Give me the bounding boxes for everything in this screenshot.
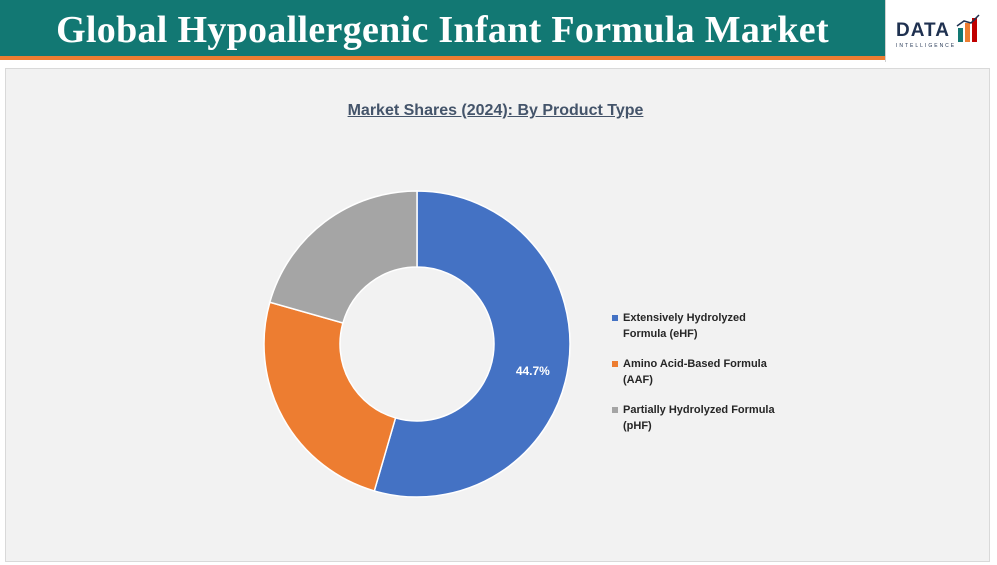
legend-swatch-2 — [612, 407, 618, 413]
donut-slice-1 — [263, 301, 397, 492]
chart-legend: Extensively Hydrolyzed Formula (eHF) Amin… — [612, 310, 792, 448]
legend-item-1: Amino Acid-Based Formula (AAF) — [612, 356, 792, 388]
logo-subtitle: INTELLIGENCE — [896, 43, 957, 49]
legend-item-0: Extensively Hydrolyzed Formula (eHF) — [612, 310, 792, 342]
chart-title: Market Shares (2024): By Product Type — [347, 102, 644, 119]
legend-label-2: Partially Hydrolyzed Formula (pHF) — [623, 404, 775, 432]
page-title: Global Hypoallergenic Infant Formula Mar… — [56, 9, 829, 51]
donut-slice-0 — [373, 190, 571, 498]
legend-swatch-0 — [612, 315, 618, 321]
legend-item-2: Partially Hydrolyzed Formula (pHF) — [612, 402, 792, 434]
logo-wordmark: DATA — [896, 20, 950, 41]
data-label-0: 44.7% — [516, 364, 550, 378]
logo-bars-icon — [956, 14, 980, 42]
legend-swatch-1 — [612, 361, 618, 367]
donut-slice-2 — [268, 190, 418, 324]
header-bar — [0, 0, 885, 60]
legend-label-1: Amino Acid-Based Formula (AAF) — [623, 358, 767, 386]
company-logo: DATA INTELLIGENCE — [885, 0, 997, 62]
legend-label-0: Extensively Hydrolyzed Formula (eHF) — [623, 312, 746, 340]
